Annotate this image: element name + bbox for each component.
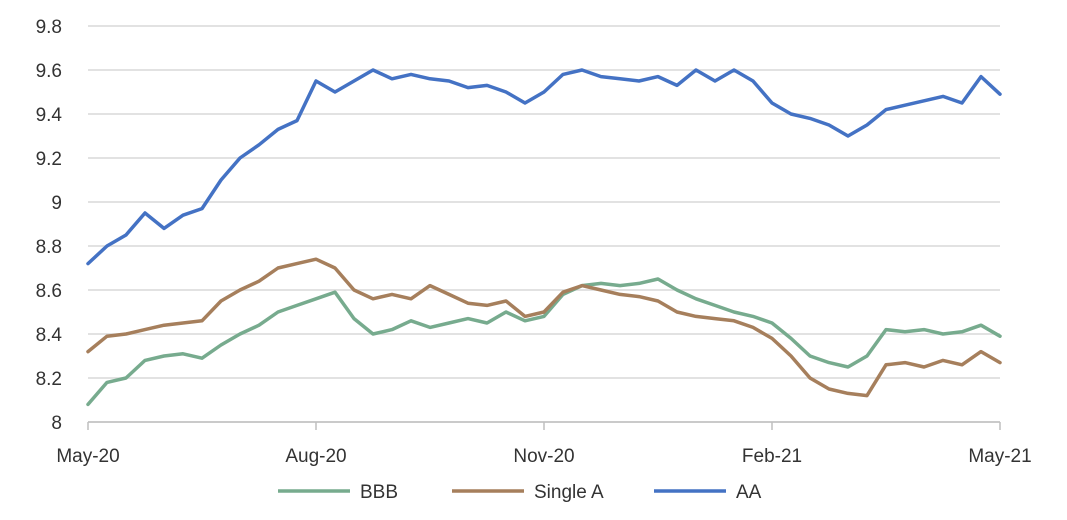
series-line-bbb — [86, 277, 1002, 407]
legend-item-bbb: BBB — [278, 482, 398, 503]
axes: 8 8.2 8.4 8.6 8.8 9 9.2 9.4 9.6 9.8 May-20 Aug-20 No… — [36, 17, 1032, 467]
x-tick-label: May-21 — [968, 446, 1031, 467]
gridlines — [88, 25, 1000, 423]
legend-label: BBB — [360, 482, 398, 503]
y-tick-label: 8 — [51, 413, 62, 434]
y-tick-label: 9.6 — [36, 61, 62, 82]
legend-item-single-a: Single A — [452, 482, 604, 503]
legend: BBB Single A AA — [278, 482, 762, 503]
y-tick-label: 8.4 — [36, 325, 63, 346]
legend-label: Single A — [534, 482, 604, 503]
y-tick-label: 9.8 — [36, 17, 62, 38]
x-tick-label: Nov-20 — [513, 446, 574, 467]
series-line-aa — [86, 68, 1002, 266]
x-tick-label: Feb-21 — [742, 446, 802, 467]
series — [86, 68, 1002, 407]
series-line-single-a — [86, 257, 1002, 398]
x-tick-label: May-20 — [56, 446, 119, 467]
y-tick-label: 9 — [51, 193, 62, 214]
y-tick-label: 9.4 — [36, 105, 63, 126]
x-tick-label: Aug-20 — [285, 446, 346, 467]
y-tick-label: 9.2 — [36, 149, 62, 170]
legend-label: AA — [736, 482, 762, 503]
y-tick-label: 8.6 — [36, 281, 62, 302]
legend-item-aa: AA — [654, 482, 762, 503]
y-tick-label: 8.8 — [36, 237, 62, 258]
y-tick-label: 8.2 — [36, 369, 62, 390]
